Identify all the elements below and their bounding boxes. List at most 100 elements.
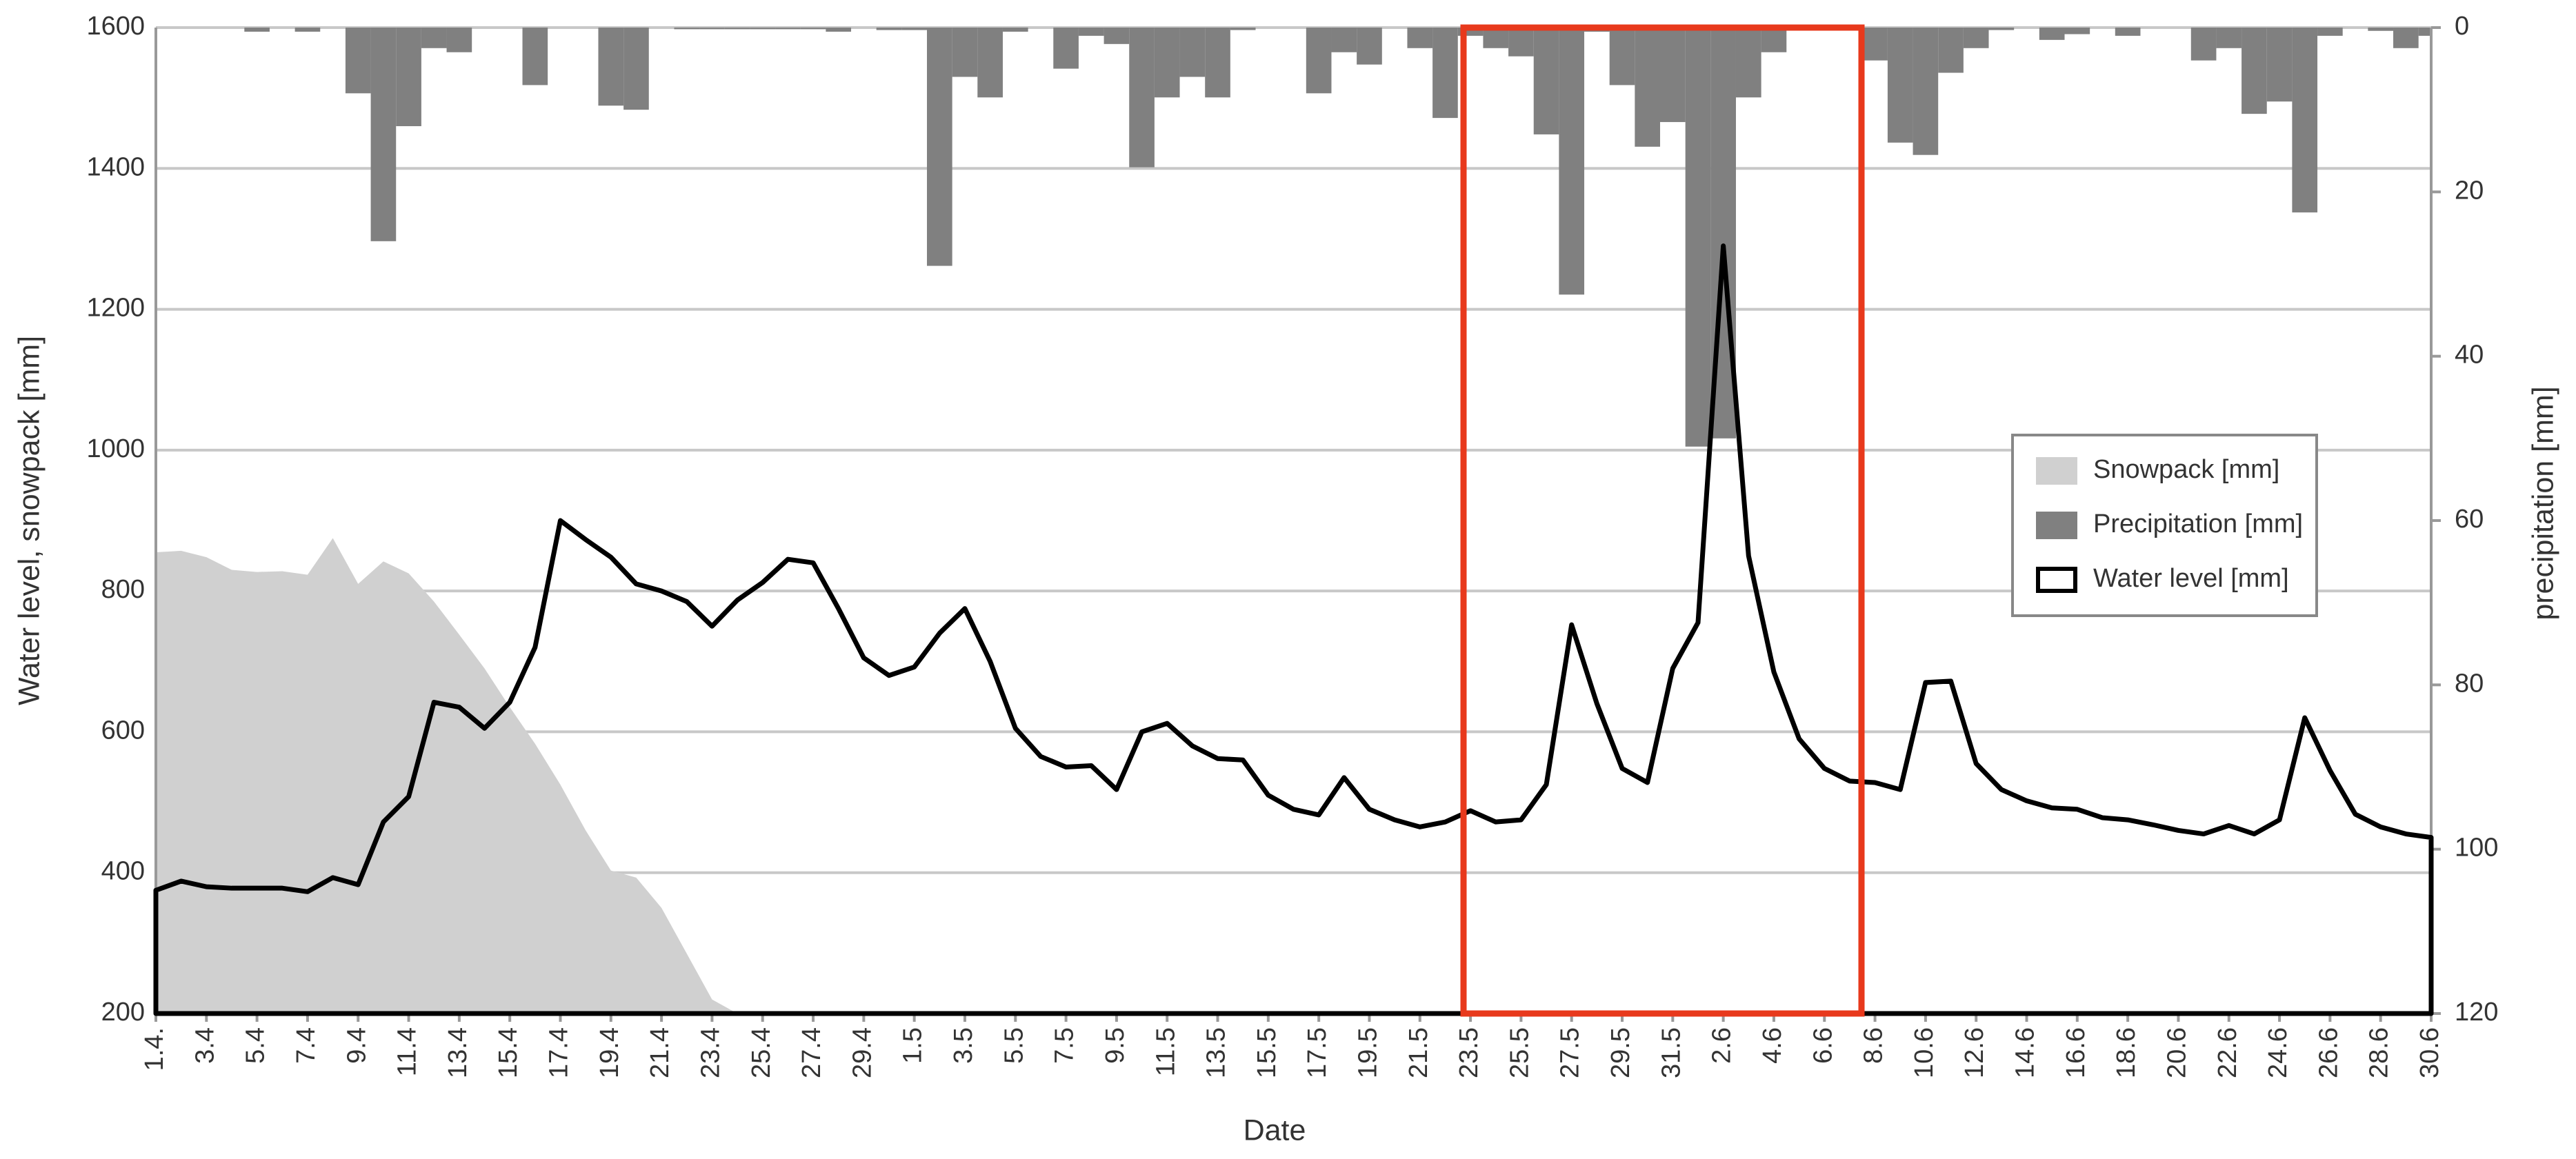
legend-swatch [2036,567,2077,593]
legend: Snowpack [mm] Precipitation [mm] Water lev… [2011,434,2318,617]
x-tick-label: 21.4 [646,1027,675,1078]
precipitation-bar [1660,28,1686,123]
precipitation-bar [2368,28,2394,31]
legend-label: Precipitation [mm] [2093,510,2303,538]
x-tick-label: 3.4 [190,1027,219,1064]
precipitation-bar [2317,28,2343,36]
precipitation-bar [926,28,952,266]
x-tick-label: 27.5 [1556,1027,1585,1078]
precipitation-bar [623,28,649,110]
x-tick-label: 23.4 [696,1027,725,1078]
precipitation-bar [1407,28,1433,48]
x-tick-label: 31.5 [1657,1027,1686,1078]
precipitation-bar [1635,28,1661,147]
precipitation-bar [2115,28,2141,36]
x-tick-label: 9.4 [342,1027,371,1064]
precipitation-bar [2039,28,2065,40]
precipitation-bar [396,28,421,126]
precipitation-bar [1331,28,1357,52]
precipitation-bar [1761,28,1787,52]
y2-tick-label: 40 [2455,341,2484,370]
x-tick-label: 28.6 [2365,1027,2394,1078]
precipitation-bar [876,28,902,30]
x-tick-label: 1.5 [899,1027,928,1064]
plot-area [156,28,2431,1014]
y-tick-label: 800 [101,575,145,604]
precipitation-bar [522,28,548,85]
precipitation-bar [1154,28,1180,98]
x-tick-label: 13.4 [443,1027,472,1078]
x-tick-label: 17.5 [1303,1027,1332,1078]
x-tick-label: 16.6 [2061,1027,2090,1078]
precipitation-bar [345,28,371,94]
precipitation-bar [775,28,801,30]
x-tick-label: 24.6 [2264,1027,2293,1078]
x-tick-label: 12.6 [1960,1027,1989,1078]
precipitation-bar [2190,28,2217,61]
x-tick-label: 19.4 [595,1027,624,1078]
x-tick-label: 5.4 [241,1027,270,1064]
precipitation-bar [1887,28,1913,143]
precipitation-bar [1357,28,1382,65]
axes: 200 400 600 800 1000 1200 1400 1600 0 20 40 60 80 100… [86,12,2498,1078]
y2-tick-label: 60 [2455,505,2484,534]
precipitation-bar [244,28,270,32]
y2-tick-label: 100 [2455,834,2498,863]
precipitation-bar [1179,28,1206,77]
x-tick-label: 20.6 [2162,1027,2191,1078]
x-tick-label: 4.6 [1758,1027,1787,1064]
precipitation-bar [1559,28,1585,295]
precipitation-bar [1735,28,1761,98]
x-tick-label: 7.4 [292,1027,321,1064]
x-tick-label: 1.4. [140,1027,169,1071]
precipitation-bar [952,28,978,77]
precipitation-bar [1862,28,1888,61]
x-tick-label: 8.6 [1859,1027,1888,1064]
x-tick-label: 5.5 [999,1027,1028,1064]
precipitation-bar [977,28,1003,98]
precipitation-bar [294,28,321,32]
precipitation-bar [1053,28,1079,69]
x-tick-label: 23.5 [1455,1027,1484,1078]
precipitation-bar [1609,28,1635,85]
x-tick-label: 17.4 [545,1027,574,1078]
x-tick-label: 3.5 [949,1027,978,1064]
precipitation-bar [2292,28,2318,213]
x-tick-label: 19.5 [1353,1027,1382,1078]
precipitation-bar [1913,28,1939,155]
precipitation-bar [370,28,397,241]
precipitation-bar [446,28,472,52]
legend-label: Snowpack [mm] [2093,455,2279,484]
x-tick-label: 11.4 [393,1027,422,1076]
x-tick-label: 26.6 [2314,1027,2343,1078]
legend-label: Water level [mm] [2093,564,2289,593]
y2-tick-label: 20 [2455,176,2484,205]
precipitation-bar [421,28,447,48]
y2-axis-title: precipitation [mm] [2526,386,2559,620]
x-tick-label: 7.5 [1050,1027,1079,1064]
x-tick-label: 11.5 [1151,1027,1180,1076]
y-tick-label: 600 [101,716,145,745]
precipitation-bar [2216,28,2242,48]
precipitation-bar [1230,28,1256,30]
precipitation-bar [1457,28,1484,36]
y2-tick-label: 120 [2455,998,2498,1027]
precipitation-bar [1508,28,1534,57]
snowpack-area [156,538,2431,1014]
x-tick-label: 15.4 [494,1027,523,1078]
x-tick-label: 14.6 [2011,1027,2040,1078]
precipitation-bar [674,28,700,30]
precipitation-bar [1306,28,1332,94]
x-tick-label: 21.5 [1404,1027,1433,1078]
precipitation-bar [1988,28,2015,30]
precipitation-bar [699,28,725,30]
precipitation-bar [2241,28,2267,114]
precipitation-bar [1483,28,1509,48]
y-tick-label: 1400 [86,152,145,181]
y-tick-label: 1600 [86,12,145,41]
precipitation-bar [750,28,776,30]
precipitation-bar [1432,28,1458,119]
x-tick-label: 25.4 [747,1027,776,1078]
